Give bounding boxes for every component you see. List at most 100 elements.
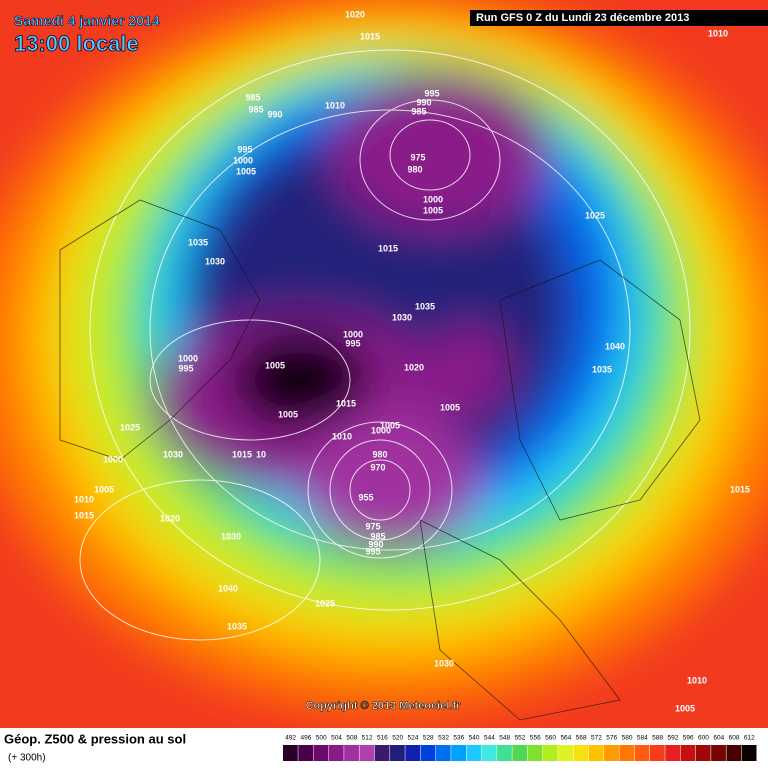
isobar-label: 1005	[278, 409, 298, 419]
isobar-label: 990	[267, 109, 282, 119]
scale-label: 600	[698, 735, 709, 742]
isobar-label: 1030	[392, 312, 412, 322]
scale-swatch	[328, 745, 344, 761]
scale-label: 524	[408, 735, 419, 742]
scale-label: 520	[392, 735, 403, 742]
scale-label: 584	[637, 735, 648, 742]
isobar-label: 1030	[221, 531, 241, 541]
isobar-label: 995	[237, 144, 252, 154]
isobar-label: 1005	[440, 402, 460, 412]
scale-label: 516	[377, 735, 388, 742]
scale-swatch	[374, 745, 390, 761]
scale-swatch	[512, 745, 528, 761]
scale-swatch	[619, 745, 635, 761]
isobar-label: 1040	[218, 583, 238, 593]
scale-label: 580	[622, 735, 633, 742]
isobar-label: 1000	[178, 353, 198, 363]
isobar-label: 1035	[415, 301, 435, 311]
scale-label: 604	[713, 735, 724, 742]
color-scale: 492 496 500 504 508 512 516 520 524 528 532 536 540 5…	[283, 735, 757, 761]
isobar-label: 1020	[160, 513, 180, 523]
scale-label: 560	[545, 735, 556, 742]
isobar-label: 985	[245, 92, 260, 102]
scale-swatch	[680, 745, 696, 761]
scale-label: 496	[301, 735, 312, 742]
isobar-label: 1015	[378, 243, 398, 253]
scale-swatch	[466, 745, 482, 761]
scale-swatch	[665, 745, 681, 761]
isobar-label: 1015	[336, 398, 356, 408]
isobar-label: 1035	[592, 364, 612, 374]
scale-label: 588	[652, 735, 663, 742]
scale-label: 564	[560, 735, 571, 742]
scale-swatch	[298, 745, 314, 761]
scale-swatch	[604, 745, 619, 761]
isobar-label: 1005	[265, 360, 285, 370]
scale-label: 528	[423, 735, 434, 742]
isobar-label: 10	[256, 449, 266, 459]
isobar-label: 1015	[232, 449, 252, 459]
scale-label: 552	[515, 735, 526, 742]
isobar-label: 985	[248, 104, 263, 114]
isobar-label: 1030	[434, 658, 454, 668]
scale-swatch	[359, 745, 375, 761]
run-banner	[470, 10, 768, 26]
scale-label: 512	[362, 735, 373, 742]
scale-label: 592	[667, 735, 678, 742]
isobar-label: 1015	[74, 510, 94, 520]
geopotential-field	[0, 0, 768, 728]
isobar-label: 1035	[188, 237, 208, 247]
scale-label: 596	[683, 735, 694, 742]
isobar-label: 1000	[233, 155, 253, 165]
scale-swatch	[573, 745, 589, 761]
scale-swatch	[649, 745, 665, 761]
isobar-label: 1010	[332, 431, 352, 441]
isobar-label: 1010	[687, 675, 707, 685]
isobar-label: 955	[358, 492, 373, 502]
scale-swatch	[405, 745, 421, 761]
scale-label: 576	[606, 735, 617, 742]
scale-swatch	[451, 745, 466, 761]
scale-label: 608	[729, 735, 740, 742]
scale-swatch	[344, 745, 359, 761]
footer-title: Géop. Z500 & pression au sol	[4, 731, 186, 746]
isobar-label: 1020	[345, 9, 365, 19]
isobar-label: 1035	[227, 621, 247, 631]
scale-label: 612	[744, 735, 755, 742]
scale-label: 536	[453, 735, 464, 742]
isobar-label: 980	[372, 449, 387, 459]
isobar-label: 1000	[103, 454, 123, 464]
isobar-label: 995	[345, 338, 360, 348]
isobar-label: 1040	[605, 341, 625, 351]
run-info: Run GFS 0 Z du Lundi 23 décembre 2013	[476, 12, 689, 24]
isobar-label: 1025	[585, 210, 605, 220]
isobar-label: 1030	[205, 256, 225, 266]
isobar-label: 1000	[343, 329, 363, 339]
scale-swatch	[711, 745, 726, 761]
scale-label: 568	[576, 735, 587, 742]
isobar-label: 990	[416, 97, 431, 107]
isobar-label: 1005	[675, 703, 695, 713]
scale-swatch	[497, 745, 512, 761]
scale-swatch	[726, 745, 742, 761]
scale-label: 540	[469, 735, 480, 742]
isobar-label: 995	[178, 363, 193, 373]
isobar-label: 995	[424, 88, 439, 98]
isobar-label: 1020	[404, 362, 424, 372]
scale-label: 492	[285, 735, 296, 742]
isobar-label: 1025	[315, 598, 335, 608]
isobar-label: 1010	[325, 100, 345, 110]
scale-swatch	[283, 745, 298, 761]
scale-swatch	[313, 745, 329, 761]
isobar-label: 1005	[94, 484, 114, 494]
isobar-label: 980	[407, 164, 422, 174]
isobar-label: 985	[370, 531, 385, 541]
isobar-label: 1030	[163, 449, 183, 459]
scale-label: 548	[499, 735, 510, 742]
scale-swatch	[634, 745, 650, 761]
isobar-label: 1015	[730, 484, 750, 494]
scale-swatch	[390, 745, 405, 761]
scale-label: 504	[331, 735, 342, 742]
